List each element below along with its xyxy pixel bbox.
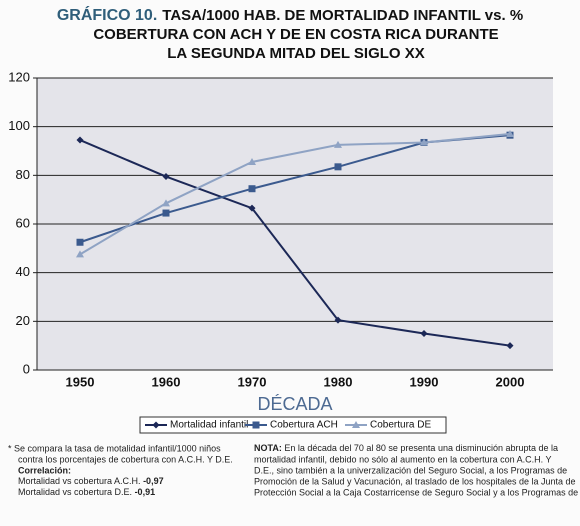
note-text: Mortalidad vs cobertura D.E. (18, 487, 135, 497)
chart-title: GRÁFICO 10. TASA/1000 HAB. DE MORTALIDAD … (57, 5, 523, 24)
point (334, 163, 342, 171)
series-line (79, 139, 511, 347)
note-text: Mortalidad vs cobertura A.C.H. -0,97 (18, 476, 164, 486)
point (76, 136, 84, 144)
note-text: NOTA: En la década del 70 al 80 se prese… (254, 443, 558, 453)
y-tick-label: 120 (8, 69, 30, 84)
note-text: Mortalidad vs cobertura D.E. -0,91 (18, 487, 155, 497)
point (506, 342, 514, 350)
y-tick-label: 20 (16, 313, 30, 328)
note-text: Protección Social a la Caja Costarricens… (254, 487, 578, 497)
y-tick-label: 0 (23, 361, 30, 376)
point (334, 140, 342, 148)
point (152, 421, 160, 429)
point (162, 209, 170, 217)
y-tick-label: 80 (16, 167, 30, 182)
point (420, 330, 428, 337)
note-text: contra los porcentajes de cobertura con … (18, 454, 233, 464)
note-heading: Correlación: (18, 465, 71, 475)
point (248, 157, 256, 165)
note-value: -0,97 (143, 476, 164, 486)
legend-label: Cobertura DE (370, 420, 431, 431)
point (252, 421, 260, 429)
note-value: -0,91 (135, 487, 156, 497)
note-text: mortalidad infantil, debido no sólo al a… (254, 454, 552, 464)
title-line: TASA/1000 HAB. DE MORTALIDAD INFANTIL vs… (162, 7, 523, 24)
point (162, 173, 170, 181)
point (420, 138, 428, 146)
point (76, 238, 84, 246)
x-tick-label: 1990 (410, 374, 439, 389)
title-line: LA SEGUNDA MITAD DEL SIGLO XX (167, 45, 425, 62)
notes: * Se compara la tasa de motalidad infant… (8, 443, 578, 497)
note-text: Mortalidad vs cobertura A.C.H. (18, 476, 143, 486)
y-tick-label: 40 (16, 264, 30, 279)
x-tick-label: 1950 (66, 374, 95, 389)
point (352, 421, 360, 428)
x-tick-label: 1960 (152, 374, 181, 389)
legend (139, 416, 447, 434)
note-heading: NOTA: (254, 443, 282, 453)
point (334, 316, 342, 324)
y-tick-label: 100 (8, 118, 30, 133)
note-text: * Se compara la tasa de motalidad infant… (8, 443, 221, 453)
point (76, 250, 84, 258)
note-text: D.E., sino también a la univerzalización… (254, 465, 567, 475)
x-tick-label: 1980 (324, 374, 353, 389)
legend-label: Mortalidad infantil (170, 420, 248, 431)
title-prefix: GRÁFICO 10. (57, 5, 157, 24)
point (506, 129, 514, 137)
legend-label: Cobertura ACH (270, 420, 338, 431)
point (248, 204, 256, 212)
point (248, 185, 256, 193)
series-line (79, 132, 511, 256)
y-tick-label: 60 (16, 215, 30, 230)
x-tick-label: 2000 (496, 374, 525, 389)
x-tick-label: 1970 (238, 374, 267, 389)
note-text: Promoción de la Salud y Vacunación, al t… (254, 476, 576, 486)
point (162, 199, 170, 207)
note-text: En la década del 70 al 80 se presenta un… (282, 443, 558, 453)
title-line: COBERTURA CON ACH Y DE EN COSTA RICA DUR… (93, 26, 498, 43)
x-axis-label: DÉCADA (257, 394, 332, 414)
